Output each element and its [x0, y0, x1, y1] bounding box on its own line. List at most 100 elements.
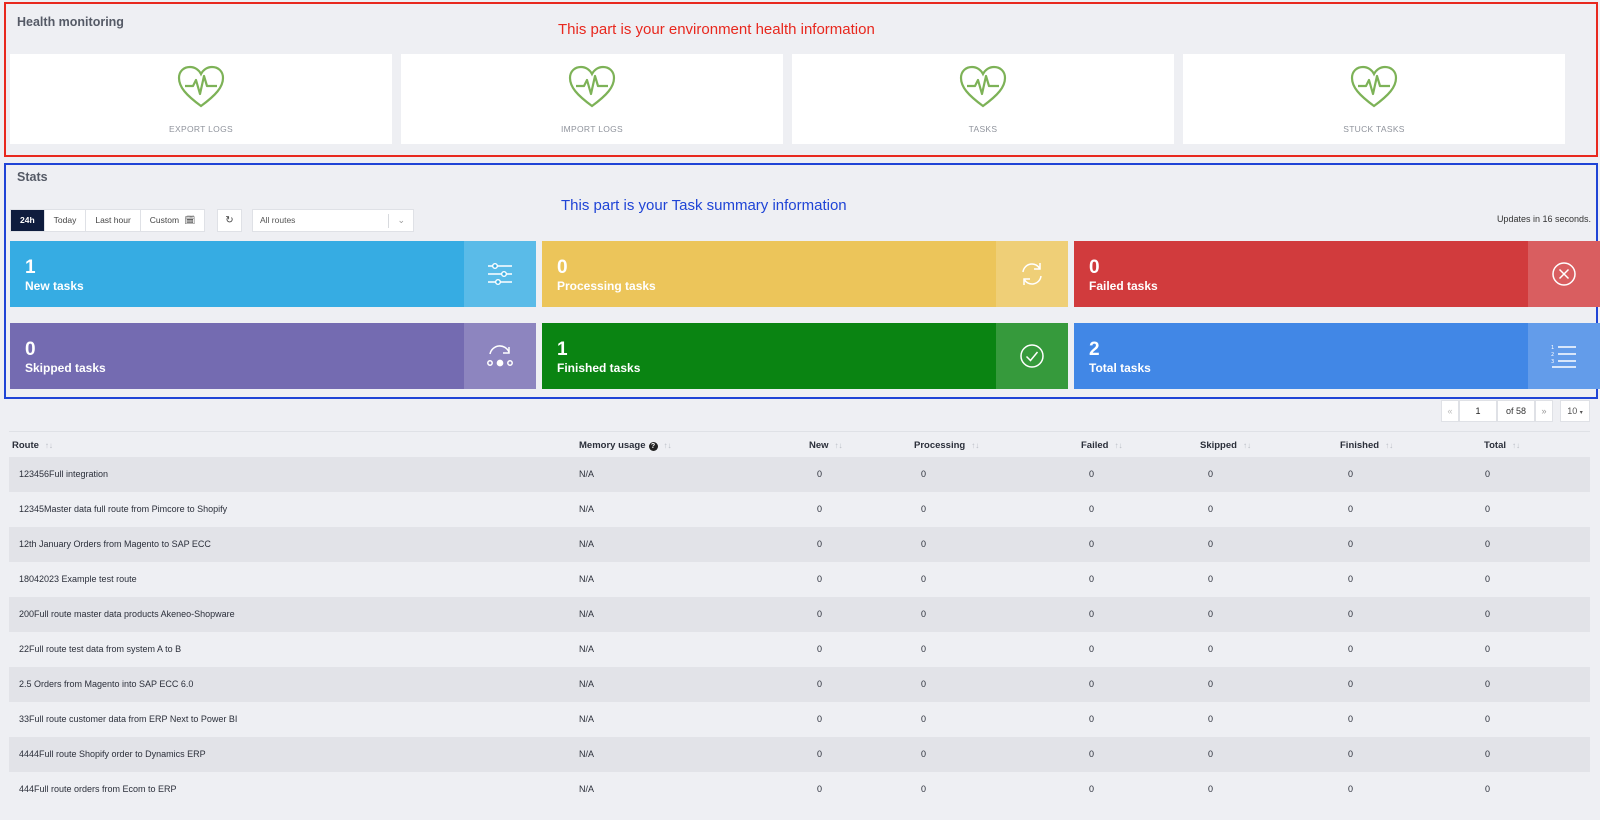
health-card-label: STUCK TASKS: [1343, 124, 1405, 134]
table-cell-skipped: 0: [1208, 574, 1214, 584]
table-cell-route: 18042023 Example test route: [19, 574, 137, 584]
column-header-new[interactable]: New ↑↓: [809, 440, 843, 451]
table-cell-total: 0: [1485, 609, 1491, 619]
table-cell-failed: 0: [1089, 784, 1095, 794]
sort-icon: ↑↓: [971, 441, 980, 450]
stat-value: 0: [557, 257, 568, 278]
page-size-select[interactable]: 10 ▾: [1560, 400, 1590, 422]
updates-countdown: Updates in 16 seconds.: [1496, 214, 1591, 224]
stat-tile-processing-tasks[interactable]: 0 Processing tasks: [542, 241, 1068, 307]
health-card-stuck-tasks[interactable]: STUCK TASKS: [1183, 54, 1565, 144]
table-cell-new: 0: [817, 749, 823, 759]
column-header-finished[interactable]: Finished ↑↓: [1340, 440, 1394, 451]
column-header-skipped[interactable]: Skipped ↑↓: [1200, 440, 1251, 451]
table-row[interactable]: 200Full route master data products Akene…: [9, 597, 1590, 632]
calendar-icon: 🗓: [184, 215, 196, 225]
table-row[interactable]: 18042023 Example test route N/A 0 0 0 0 0 0: [9, 562, 1590, 597]
table-cell-route: 4444Full route Shopify order to Dynamics…: [19, 749, 206, 759]
pagination-total-pages: of 58: [1497, 400, 1535, 422]
table-cell-failed: 0: [1089, 469, 1095, 479]
table-cell-finished: 0: [1348, 504, 1354, 514]
pagination-prev-button[interactable]: «: [1441, 400, 1459, 422]
heartbeat-icon: [959, 65, 1007, 108]
column-header-processing[interactable]: Processing ↑↓: [914, 440, 980, 451]
column-header-route[interactable]: Route ↑↓: [12, 440, 53, 451]
sort-icon: ↑↓: [1242, 441, 1251, 450]
table-cell-skipped: 0: [1208, 539, 1214, 549]
column-header-total[interactable]: Total ↑↓: [1484, 440, 1520, 451]
health-card-import-logs[interactable]: IMPORT LOGS: [401, 54, 783, 144]
table-row[interactable]: 444Full route orders from Ecom to ERP N/A…: [9, 772, 1590, 807]
filter-custom-button[interactable]: Custom 🗓: [141, 210, 204, 231]
health-monitoring-section: Health monitoring This part is your envi…: [4, 2, 1598, 157]
route-select[interactable]: All routes ⌄: [252, 209, 414, 232]
health-card-label: IMPORT LOGS: [560, 124, 624, 134]
sort-icon: ↑↓: [44, 441, 53, 450]
table-cell-failed: 0: [1089, 749, 1095, 759]
health-card-tasks[interactable]: TASKS: [792, 54, 1174, 144]
help-icon[interactable]: ?: [648, 442, 658, 451]
pagination-next-button[interactable]: »: [1535, 400, 1553, 422]
health-annotation: This part is your environment health inf…: [558, 21, 875, 38]
table-cell-route: 12345Master data full route from Pimcore…: [19, 504, 228, 514]
table-row[interactable]: 2.5 Orders from Magento into SAP ECC 6.0…: [9, 667, 1590, 702]
health-card-export-logs[interactable]: EXPORT LOGS: [10, 54, 392, 144]
route-select-value: All routes: [260, 215, 296, 225]
table-cell-processing: 0: [921, 644, 927, 654]
table-row[interactable]: 22Full route test data from system A to …: [9, 632, 1590, 667]
stats-section-title: Stats: [17, 170, 48, 184]
heartbeat-icon: [568, 65, 616, 108]
stat-label: Skipped tasks: [25, 361, 106, 375]
table-cell-memory-usage: N/A: [579, 504, 595, 514]
table-cell-route: 2.5 Orders from Magento into SAP ECC 6.0: [19, 679, 194, 689]
table-cell-memory-usage: N/A: [579, 749, 595, 759]
table-row[interactable]: 123456Full integration N/A 0 0 0 0 0 0: [9, 457, 1590, 492]
table-cell-memory-usage: N/A: [579, 784, 595, 794]
table-cell-finished: 0: [1348, 574, 1354, 584]
table-cell-failed: 0: [1089, 539, 1095, 549]
table-cell-skipped: 0: [1208, 679, 1214, 689]
pagination-page-input[interactable]: 1: [1459, 400, 1497, 422]
table-cell-total: 0: [1485, 714, 1491, 724]
refresh-icon: ↻: [225, 215, 234, 226]
table-row[interactable]: 33Full route customer data from ERP Next…: [9, 702, 1590, 737]
table-cell-processing: 0: [921, 784, 927, 794]
table-cell-memory-usage: N/A: [579, 609, 595, 619]
column-header-failed[interactable]: Failed ↑↓: [1081, 440, 1123, 451]
health-section-title: Health monitoring: [17, 15, 124, 29]
table-cell-processing: 0: [921, 539, 927, 549]
stat-tile-skipped-tasks[interactable]: 0 Skipped tasks: [10, 323, 536, 389]
refresh-icon: [996, 241, 1068, 307]
table-cell-memory-usage: N/A: [579, 574, 595, 584]
stat-tile-new-tasks[interactable]: 1 New tasks: [10, 241, 536, 307]
table-cell-new: 0: [817, 539, 823, 549]
column-header-memory-usage[interactable]: Memory usage? ↑↓: [579, 440, 672, 451]
health-card-label: EXPORT LOGS: [169, 124, 233, 134]
table-cell-total: 0: [1485, 574, 1491, 584]
table-header-row: Route ↑↓ Memory usage? ↑↓ New ↑↓ Processing…: [9, 431, 1590, 457]
filter-24h-button[interactable]: 24h: [11, 210, 45, 231]
table-cell-new: 0: [817, 679, 823, 689]
heartbeat-icon: [177, 65, 225, 108]
table-cell-failed: 0: [1089, 679, 1095, 689]
table-cell-skipped: 0: [1208, 469, 1214, 479]
table-row[interactable]: 12th January Orders from Magento to SAP …: [9, 527, 1590, 562]
stat-tile-failed-tasks[interactable]: 0 Failed tasks: [1074, 241, 1600, 307]
table-cell-finished: 0: [1348, 749, 1354, 759]
table-cell-finished: 0: [1348, 469, 1354, 479]
stat-label: Total tasks: [1089, 361, 1151, 375]
table-cell-total: 0: [1485, 644, 1491, 654]
table-cell-failed: 0: [1089, 644, 1095, 654]
sort-icon: ↑↓: [1114, 441, 1123, 450]
table-cell-failed: 0: [1089, 609, 1095, 619]
filter-last-hour-button[interactable]: Last hour: [86, 210, 141, 231]
table-row[interactable]: 4444Full route Shopify order to Dynamics…: [9, 737, 1590, 772]
filter-today-button[interactable]: Today: [45, 210, 87, 231]
refresh-button[interactable]: ↻: [217, 209, 242, 232]
table-row[interactable]: 12345Master data full route from Pimcore…: [9, 492, 1590, 527]
table-cell-new: 0: [817, 574, 823, 584]
stat-tile-finished-tasks[interactable]: 1 Finished tasks: [542, 323, 1068, 389]
filter-custom-label: Custom: [149, 215, 180, 225]
health-card-label: TASKS: [968, 124, 998, 134]
